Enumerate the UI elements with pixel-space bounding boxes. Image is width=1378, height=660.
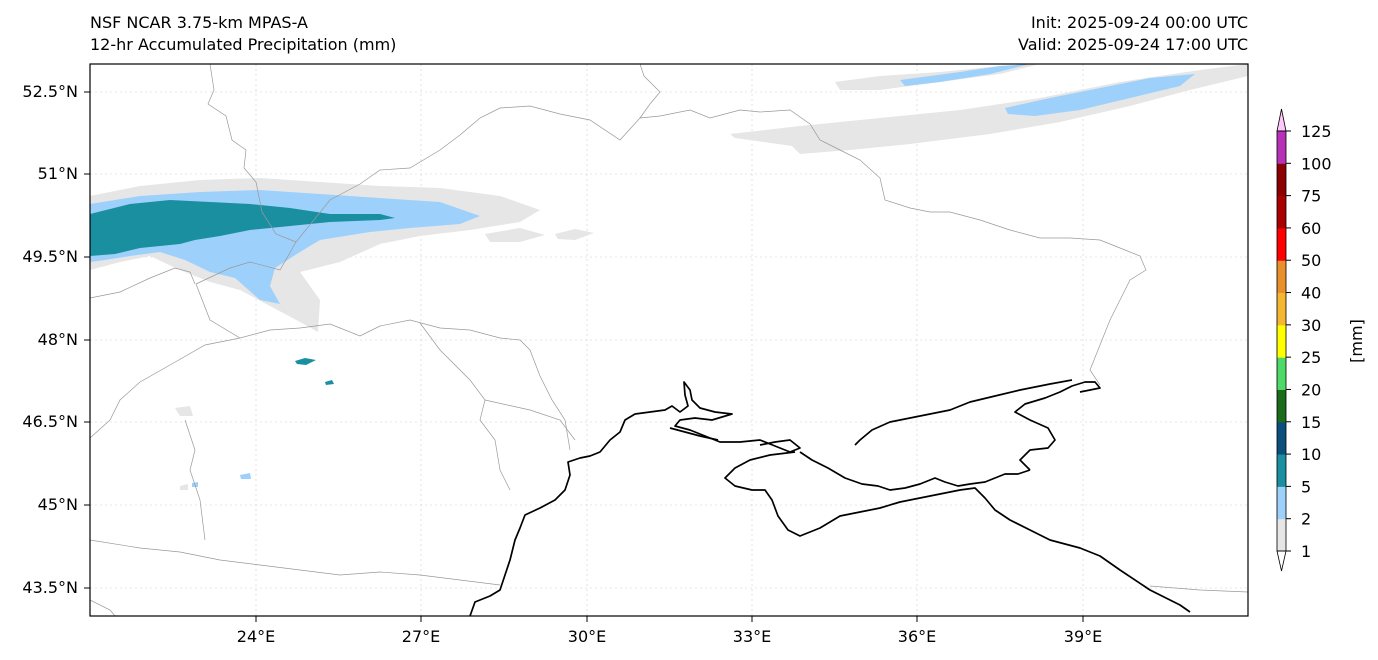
colorbar-unit-label: [mm] xyxy=(1347,319,1366,363)
init-time: Init: 2025-09-24 00:00 UTC xyxy=(1030,13,1248,32)
colorbar-level-label: 100 xyxy=(1301,154,1332,173)
colorbar-level-label: 125 xyxy=(1301,122,1332,141)
lat-tick-label: 45°N xyxy=(38,495,78,514)
model-title: NSF NCAR 3.75-km MPAS-A xyxy=(90,13,308,32)
colorbar-level-label: 5 xyxy=(1301,477,1311,496)
colorbar-segment xyxy=(1277,260,1286,294)
colorbar-segment xyxy=(1277,454,1286,487)
colorbar-level-label: 10 xyxy=(1301,445,1321,464)
lon-tick-label: 30°E xyxy=(568,627,606,646)
colorbar-level-label: 20 xyxy=(1301,380,1321,399)
lon-tick-label: 39°E xyxy=(1064,627,1102,646)
colorbar-level-label: 25 xyxy=(1301,348,1321,367)
colorbar-segment xyxy=(1277,131,1286,164)
lon-tick-label: 27°E xyxy=(402,627,440,646)
lat-tick-label: 51°N xyxy=(38,164,78,183)
colorbar-level-label: 75 xyxy=(1301,187,1321,206)
colorbar-level-label: 50 xyxy=(1301,251,1321,270)
colorbar-segment xyxy=(1277,195,1286,229)
colorbar-segment xyxy=(1277,389,1286,423)
colorbar-level-label: 2 xyxy=(1301,510,1311,529)
colorbar-segment xyxy=(1277,486,1286,520)
lat-tick-label: 52.5°N xyxy=(22,82,78,101)
precip-2mm xyxy=(90,64,1195,487)
colorbar-extend-low xyxy=(1276,550,1287,572)
lat-tick-label: 48°N xyxy=(38,330,78,349)
gridlines xyxy=(90,64,1248,616)
colorbar-level-label: 1 xyxy=(1301,542,1311,561)
colorbar-extend-high xyxy=(1276,108,1287,132)
lon-tick-label: 36°E xyxy=(898,627,936,646)
colorbar-segment xyxy=(1277,357,1286,390)
colorbar-segment xyxy=(1277,324,1286,358)
coastlines xyxy=(469,379,1191,616)
colorbar-level-label: 30 xyxy=(1301,316,1321,335)
colorbar-outline xyxy=(1276,130,1287,552)
colorbar-level-label: 60 xyxy=(1301,219,1321,238)
map-frame xyxy=(89,63,1249,617)
colorbar-level-label: 40 xyxy=(1301,284,1321,303)
lat-tick-label: 46.5°N xyxy=(22,412,78,431)
lon-tick-label: 24°E xyxy=(237,627,275,646)
colorbar-level-label: 15 xyxy=(1301,413,1321,432)
lat-tick-label: 43.5°N xyxy=(22,578,78,597)
colorbar-segment xyxy=(1277,292,1286,326)
valid-time: Valid: 2025-09-24 17:00 UTC xyxy=(1017,35,1248,54)
colorbar-segment xyxy=(1277,518,1286,552)
lat-tick-label: 49.5°N xyxy=(22,247,78,266)
colorbar-segment xyxy=(1277,227,1286,261)
country-borders xyxy=(90,64,1248,616)
colorbar-segment xyxy=(1277,421,1286,455)
field-title: 12-hr Accumulated Precipitation (mm) xyxy=(90,35,397,54)
colorbar-segment xyxy=(1277,163,1286,197)
lon-tick-label: 33°E xyxy=(733,627,771,646)
